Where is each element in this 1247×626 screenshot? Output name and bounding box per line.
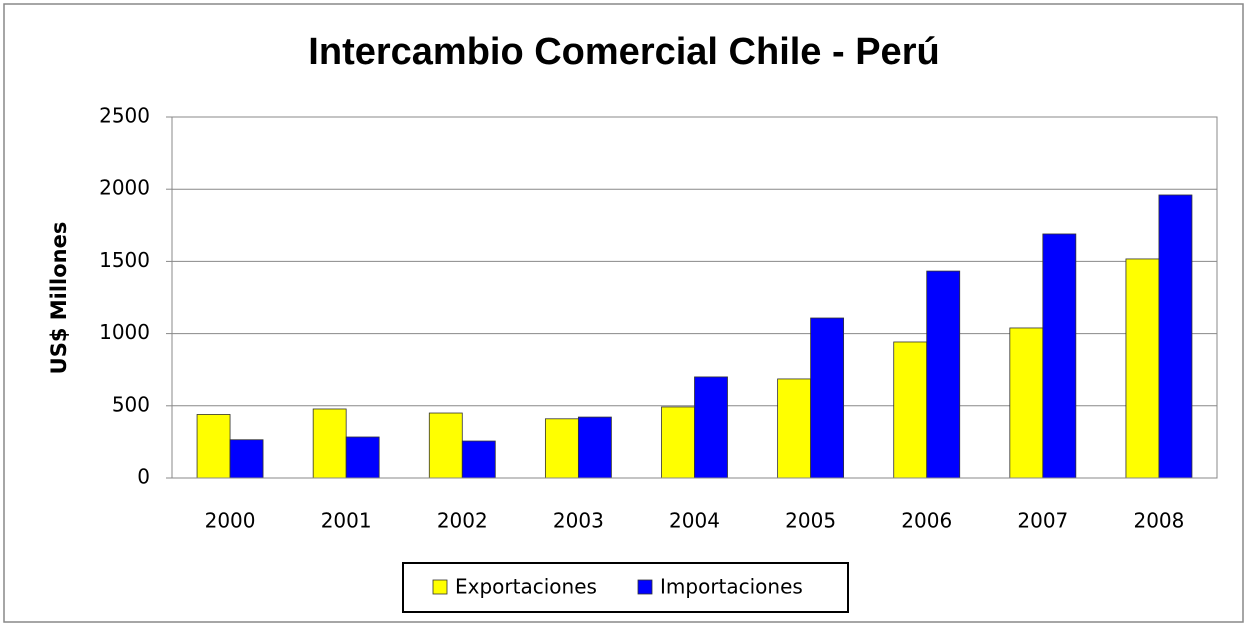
x-tick-label: 2004 [669, 509, 720, 533]
y-tick-label: 1000 [99, 320, 150, 344]
bar [777, 378, 812, 479]
bar [926, 270, 961, 479]
bar [1009, 327, 1044, 479]
legend-swatch [637, 579, 653, 595]
bar [810, 317, 845, 479]
x-tick-label: 2001 [321, 509, 372, 533]
bar [345, 436, 380, 479]
legend-box [402, 562, 849, 613]
y-axis-label: US$ Millones [47, 222, 71, 375]
bar [428, 412, 463, 479]
chart-title: Intercambio Comercial Chile - Perú [308, 31, 939, 73]
bar [544, 418, 579, 479]
x-tick-label: 2002 [437, 509, 488, 533]
x-tick-label: 2000 [205, 509, 256, 533]
y-tick-label: 2000 [99, 176, 150, 200]
x-tick-label: 2007 [1017, 509, 1068, 533]
x-tick-label: 2005 [785, 509, 836, 533]
bar [661, 406, 695, 479]
bar [1125, 258, 1160, 479]
bar [577, 416, 612, 479]
y-tick-label: 2500 [99, 104, 150, 128]
y-tick-label: 500 [112, 392, 150, 416]
bar [893, 341, 928, 479]
bar [1158, 194, 1193, 479]
y-tick-label: 1500 [99, 248, 150, 272]
x-tick-label: 2008 [1133, 509, 1184, 533]
x-tick-label: 2006 [901, 509, 952, 533]
bar [461, 440, 496, 479]
legend-label: Exportaciones [455, 575, 597, 599]
x-tick-label: 2003 [553, 509, 604, 533]
bar [1042, 233, 1077, 479]
bar [196, 414, 231, 479]
legend-swatch [432, 579, 448, 595]
y-tick-label: 0 [137, 465, 150, 489]
bar [694, 376, 728, 479]
legend-label: Importaciones [660, 575, 803, 599]
bar [229, 439, 264, 479]
bar [312, 408, 347, 479]
